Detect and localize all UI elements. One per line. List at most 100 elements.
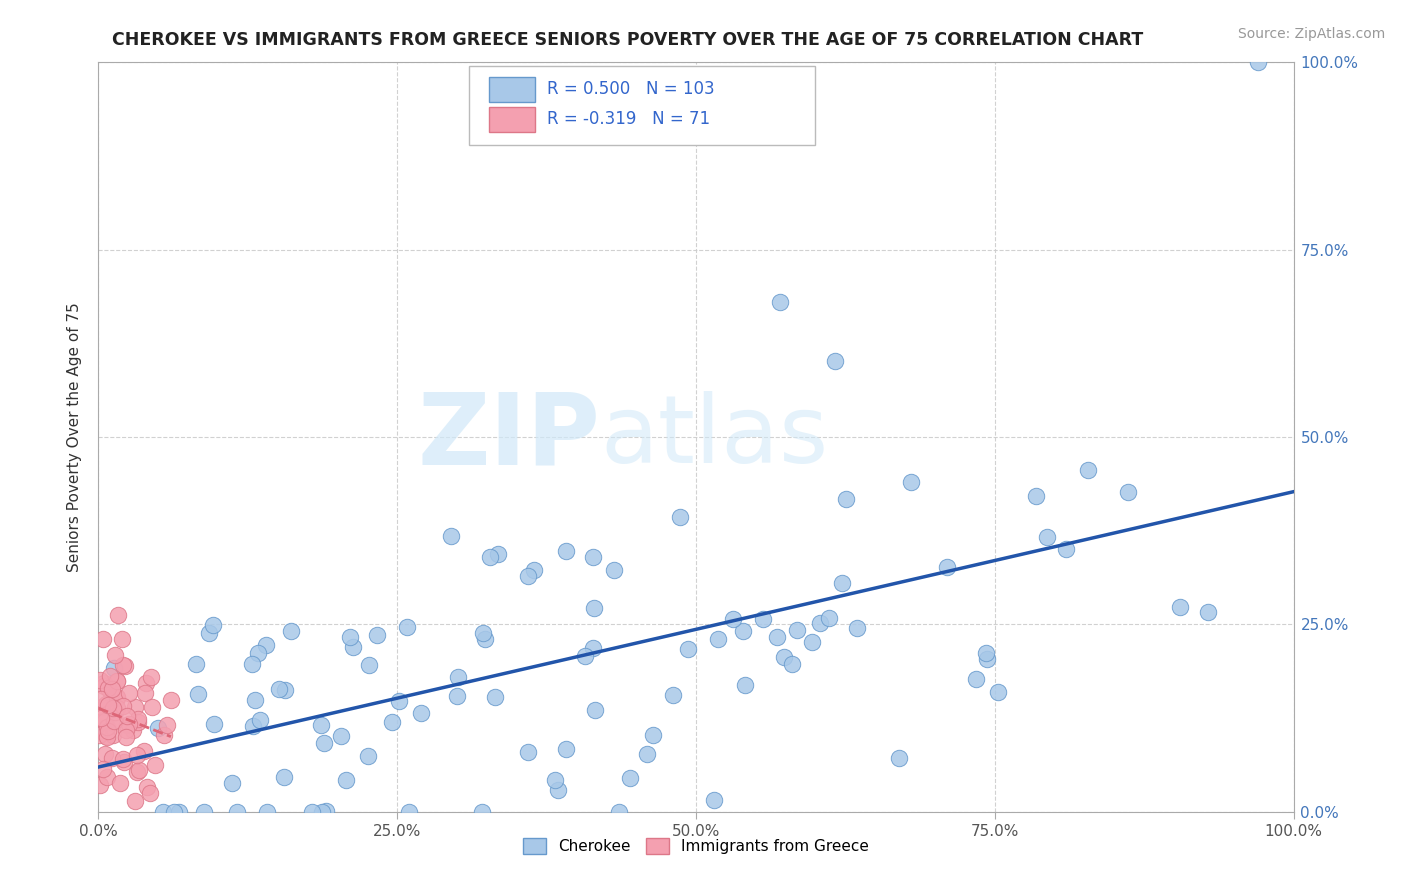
Point [124, 794, 146, 808]
Point [104, 705, 127, 719]
Point [202, 717, 225, 731]
Point [330, 729, 353, 743]
Point [122, 723, 145, 737]
Point [108, 775, 131, 789]
Point [274, 683, 297, 698]
Point [101, 701, 124, 715]
Point [342, 640, 364, 654]
Point [105, 700, 128, 714]
Point [89, 673, 111, 687]
Legend: Cherokee, Immigrants from Greece: Cherokee, Immigrants from Greece [517, 832, 875, 860]
Point [94, 729, 117, 743]
Point [139, 670, 162, 684]
Point [187, 687, 209, 701]
Point [800, 635, 823, 649]
Point [1197, 606, 1219, 620]
Point [96, 720, 118, 734]
Point [100, 681, 122, 696]
Point [247, 646, 270, 660]
Point [574, 649, 596, 664]
Point [751, 612, 773, 626]
Point [440, 529, 463, 543]
Point [471, 805, 494, 819]
Point [544, 773, 567, 788]
Point [114, 730, 136, 744]
Point [773, 649, 796, 664]
Point [146, 721, 169, 735]
Bar [489, 78, 534, 103]
Point [90, 700, 112, 714]
Point [311, 805, 333, 819]
Point [643, 728, 665, 742]
Point [547, 783, 569, 797]
Point [889, 751, 911, 765]
Point [471, 625, 494, 640]
Point [1077, 463, 1099, 477]
Point [395, 620, 418, 634]
Point [824, 353, 846, 368]
Point [273, 770, 295, 784]
Point [976, 652, 998, 666]
Point [766, 630, 789, 644]
Point [249, 713, 271, 727]
Point [167, 805, 190, 819]
Point [583, 703, 606, 717]
Text: R = -0.319   N = 71: R = -0.319 N = 71 [547, 111, 710, 128]
Point [105, 673, 128, 688]
Point [100, 669, 122, 683]
Point [134, 744, 156, 758]
Point [1168, 599, 1191, 614]
Point [160, 692, 183, 706]
Text: CHEROKEE VS IMMIGRANTS FROM GREECE SENIORS POVERTY OVER THE AGE OF 75 CORRELATIO: CHEROKEE VS IMMIGRANTS FROM GREECE SENIO… [112, 31, 1143, 49]
Point [96, 770, 118, 784]
Point [94, 714, 117, 729]
Point [139, 786, 162, 800]
Point [965, 673, 987, 687]
Point [90, 691, 112, 706]
Point [516, 569, 538, 583]
Point [603, 563, 626, 577]
Point [366, 628, 388, 642]
Point [163, 805, 186, 819]
Point [301, 805, 323, 819]
Point [111, 632, 134, 646]
Point [107, 608, 129, 623]
Point [112, 755, 135, 769]
Point [1025, 489, 1047, 503]
Point [94, 697, 117, 711]
Point [135, 676, 157, 690]
Point [607, 805, 630, 819]
Point [388, 694, 411, 708]
Point [831, 576, 853, 591]
Point [124, 699, 146, 714]
Point [100, 687, 122, 701]
Point [128, 763, 150, 777]
Point [636, 747, 658, 762]
Point [114, 723, 136, 737]
Point [93, 676, 115, 690]
Point [619, 771, 641, 785]
Point [141, 700, 163, 714]
Point [974, 646, 997, 660]
Point [707, 632, 730, 646]
Point [484, 690, 506, 704]
Point [111, 752, 134, 766]
Point [582, 641, 605, 656]
Point [94, 747, 117, 761]
Text: atlas: atlas [600, 391, 828, 483]
Point [315, 804, 337, 818]
Point [845, 621, 868, 635]
Point [1116, 484, 1139, 499]
Point [104, 713, 127, 727]
Point [1056, 541, 1078, 556]
Point [986, 685, 1008, 699]
Point [835, 492, 858, 507]
Bar [489, 107, 534, 132]
Point [93, 679, 115, 693]
Point [900, 475, 922, 490]
Text: ZIP: ZIP [418, 389, 600, 485]
Point [381, 714, 404, 729]
Point [309, 717, 332, 731]
Point [786, 623, 808, 637]
Point [156, 717, 179, 731]
